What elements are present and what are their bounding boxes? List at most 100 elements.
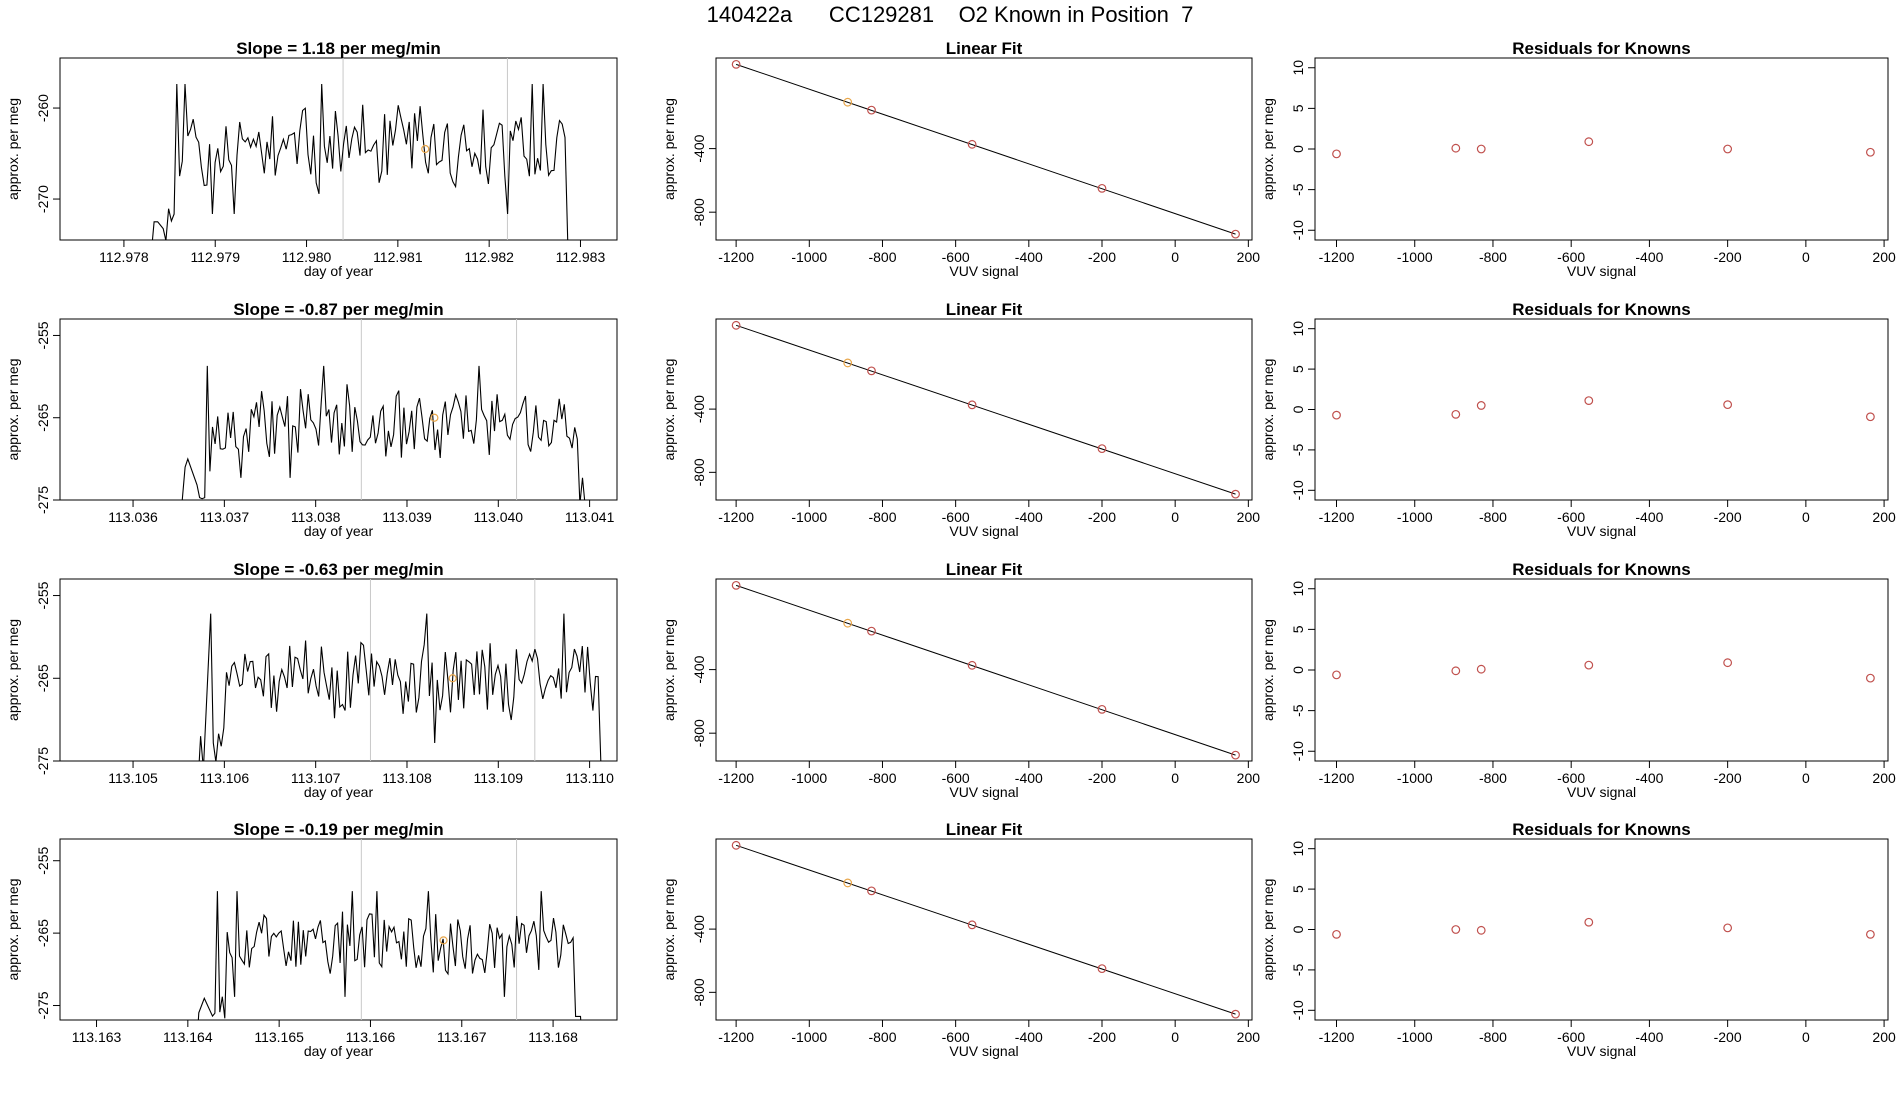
x-tick-label: -800 (868, 770, 896, 786)
time-series-line (197, 891, 582, 1020)
data-point (1451, 409, 1461, 419)
panel-r2c1: Slope = -0.87 per meg/min 113.036 113.037 1… (5, 300, 618, 539)
x-tick-label: -400 (1015, 1029, 1043, 1045)
x-tick-label: -400 (1015, 770, 1043, 786)
x-tick-label: 113.106 (200, 770, 250, 786)
x-tick-label: 200 (1872, 509, 1896, 525)
y-tick-label: -800 (691, 198, 707, 226)
x-tick-label: -1000 (791, 1029, 827, 1045)
plot-content (151, 58, 574, 240)
data-point (1451, 925, 1461, 934)
plot-content (198, 579, 607, 761)
x-tick-label: -600 (1557, 249, 1585, 265)
x-tick-label: 113.038 (291, 509, 341, 525)
y-tick-label: -400 (691, 395, 707, 423)
x-tick-label: 113.167 (437, 1029, 487, 1045)
plot-frame (59, 318, 618, 501)
panel-r2c2: Linear Fit -1200 -1000 -800 -600 -400 -200 0 200… (661, 300, 1260, 539)
data-point (867, 626, 876, 636)
x-tick-label: -800 (1479, 249, 1507, 265)
x-tick-label: 113.164 (163, 1029, 213, 1045)
x-tick-label: -1200 (718, 770, 754, 786)
y-tick-label: -255 (35, 847, 51, 875)
data-point (1231, 750, 1240, 760)
x-tick-label: 200 (1237, 249, 1261, 265)
y-axis-label: approx. per meg (5, 619, 21, 721)
x-axis-label: VUV signal (1567, 263, 1636, 279)
x-tick-label: -200 (1088, 509, 1116, 525)
data-point (1584, 137, 1594, 147)
y-axis-label: approx. per meg (1260, 359, 1276, 461)
x-tick-label: 113.040 (474, 509, 524, 525)
y-tick-label: -400 (691, 655, 707, 683)
plot-frame (59, 57, 618, 241)
panel-r4c1: Slope = -0.19 per meg/min 113.163 113.164 1… (5, 820, 618, 1059)
y-axis-label: approx. per meg (1260, 619, 1276, 721)
x-axis-label: day of year (304, 523, 374, 539)
x-axis-label: day of year (304, 784, 374, 800)
x-tick-label: 113.105 (108, 770, 158, 786)
y-tick-label: -260 (35, 94, 51, 122)
plot-content (1332, 137, 1875, 159)
y-tick-label: -400 (691, 134, 707, 162)
y-tick-label: -5 (1290, 963, 1306, 976)
plot-content (1332, 658, 1875, 683)
x-tick-label: 200 (1872, 770, 1896, 786)
x-tick-label: 112.979 (190, 249, 240, 265)
plot-content (731, 320, 1240, 499)
fit-line (735, 844, 1236, 1015)
x-tick-label: -800 (868, 249, 896, 265)
x-tick-label: -1200 (718, 249, 754, 265)
x-tick-label: 0 (1802, 249, 1810, 265)
data-point (1451, 143, 1461, 153)
data-point (731, 840, 741, 850)
x-axis-label: VUV signal (1567, 784, 1636, 800)
x-tick-label: -200 (1088, 249, 1116, 265)
plot-content (1332, 917, 1875, 939)
x-axis-label: day of year (304, 1043, 374, 1059)
x-tick-label: 0 (1171, 249, 1179, 265)
data-point (967, 660, 977, 670)
x-tick-label: -1000 (1397, 509, 1433, 525)
y-tick-label: -5 (1290, 183, 1306, 196)
x-tick-label: -1000 (791, 770, 827, 786)
x-tick-label: -200 (1088, 770, 1116, 786)
x-tick-label: 0 (1802, 770, 1810, 786)
y-tick-label: -5 (1290, 443, 1306, 456)
data-point (1231, 229, 1240, 239)
x-tick-label: 200 (1237, 1029, 1261, 1045)
time-series-line (198, 613, 607, 761)
panel-title: Linear Fit (946, 820, 1023, 839)
panel-r4c2: Linear Fit -1200 -1000 -800 -600 -400 -200 0 200… (661, 820, 1260, 1059)
x-tick-label: 113.163 (72, 1029, 122, 1045)
x-tick-label: -1000 (791, 509, 827, 525)
y-tick-label: -265 (35, 404, 51, 432)
figure-main-title: 140422a CC129281 O2 Known in Position 7 (706, 2, 1194, 27)
y-axis-label: approx. per meg (1260, 98, 1276, 200)
x-tick-label: 113.109 (474, 770, 524, 786)
x-axis-label: VUV signal (949, 523, 1018, 539)
data-point (1723, 658, 1733, 668)
panel-r3c3: Residuals for Knowns-1200 -1000 -800 -600 -4… (1260, 560, 1896, 800)
y-tick-label: -10 (1290, 220, 1306, 240)
x-axis-label: VUV signal (1567, 1043, 1636, 1059)
highlight-point (430, 413, 439, 422)
y-tick-label: -5 (1290, 704, 1306, 717)
data-point (1097, 964, 1107, 974)
x-tick-label: 113.036 (108, 509, 158, 525)
x-tick-label: -200 (1088, 1029, 1116, 1045)
highlight-point (439, 936, 448, 945)
x-tick-label: 112.980 (282, 249, 332, 265)
y-tick-label: 5 (1290, 885, 1306, 893)
data-point (967, 400, 977, 410)
plot-content (731, 59, 1240, 239)
x-tick-label: -1200 (1319, 1029, 1355, 1045)
data-point (867, 105, 876, 115)
y-tick-label: 0 (1290, 145, 1306, 153)
x-tick-label: -1200 (1319, 770, 1355, 786)
data-point (1332, 149, 1341, 159)
x-tick-label: 112.983 (556, 249, 606, 265)
data-point (1723, 144, 1733, 154)
plot-content (731, 840, 1240, 1019)
data-point (1231, 489, 1240, 499)
